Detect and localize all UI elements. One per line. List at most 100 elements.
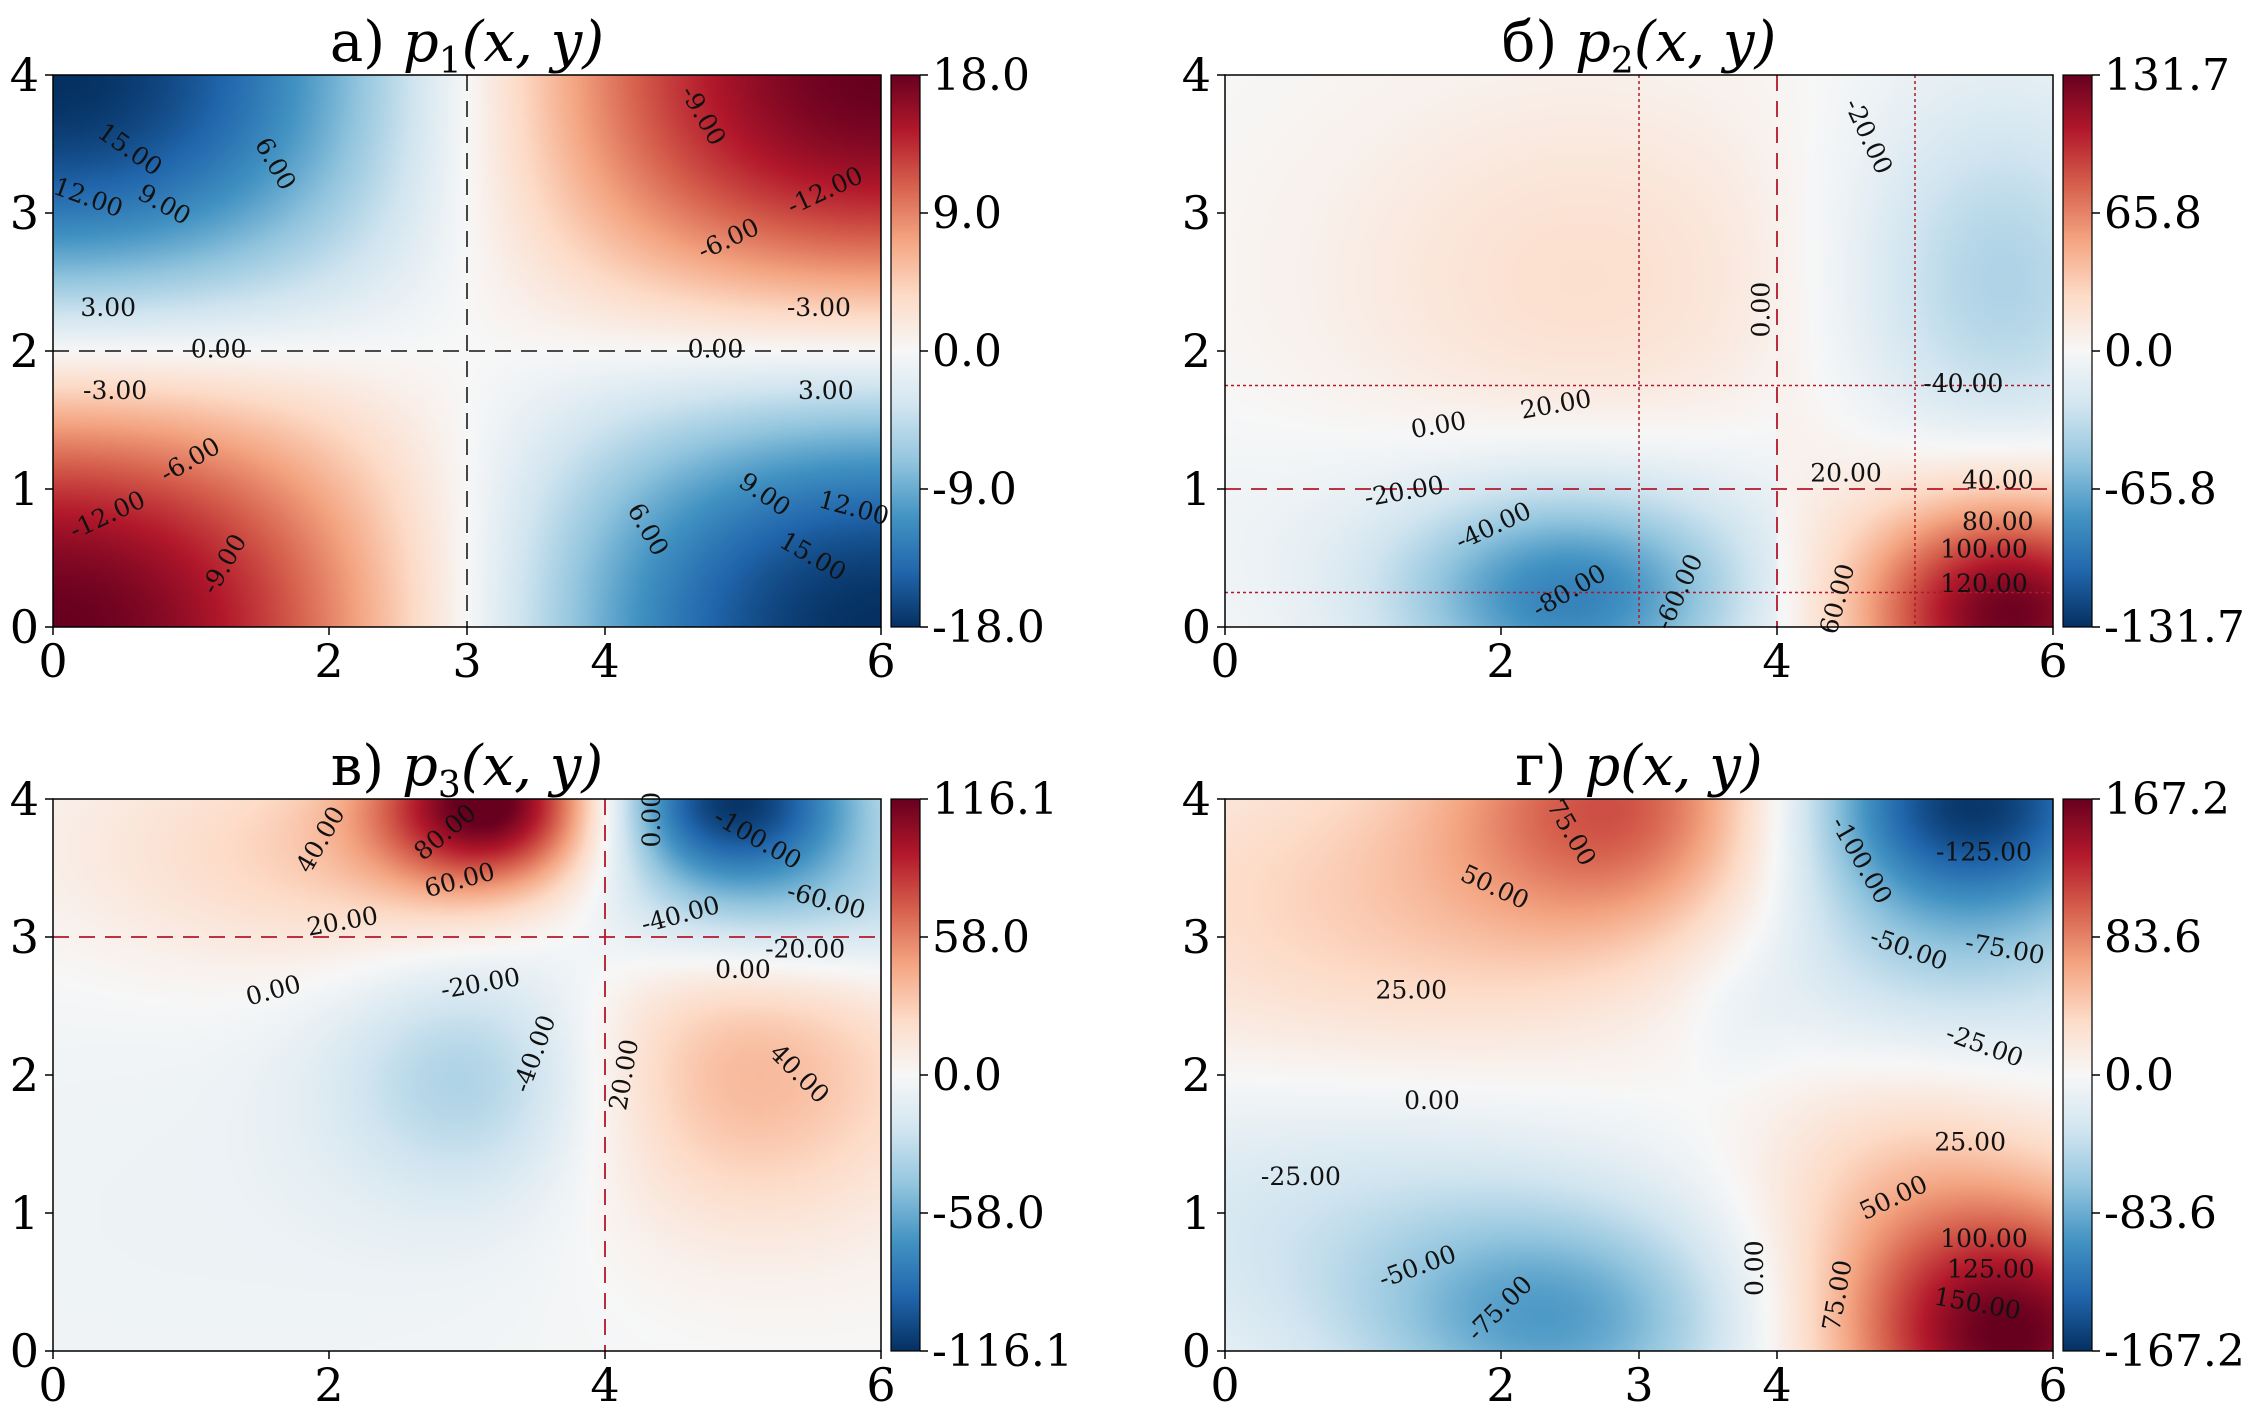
colorbar-tick-label: 58.0 <box>932 912 1030 963</box>
contour-label: 3.00 <box>798 376 854 405</box>
x-tick-label: 6 <box>2038 634 2067 688</box>
x-tick-label: 6 <box>866 1358 895 1412</box>
contour-label: 0.00 <box>191 335 247 364</box>
title-subscript: 1 <box>439 41 462 82</box>
colorbar-tick-label: 0.0 <box>2104 326 2174 377</box>
contour-label: 100.00 <box>1940 1224 2027 1253</box>
panel-title: а) p1(x, y) <box>330 10 604 82</box>
contour-label: -40.00 <box>1923 369 2003 398</box>
contour-label: 120.00 <box>1940 569 2027 598</box>
y-tick-label: 2 <box>10 1048 39 1102</box>
contour-label: -25.00 <box>1261 1162 1341 1191</box>
colorbar-tick-label: -58.0 <box>932 1188 1045 1239</box>
title-subscript: 3 <box>438 765 461 806</box>
title-prefix: г) <box>1515 734 1584 799</box>
heatmap-image <box>1225 799 2053 1351</box>
contour-label: 0.00 <box>1404 1086 1460 1115</box>
contour-label: 125.00 <box>1947 1254 2034 1283</box>
panel-4: 75.0050.0025.000.00-25.00-50.00-75.000.0… <box>1182 734 2242 1412</box>
x-tick-label: 0 <box>38 634 67 688</box>
colorbar-tick-label: -116.1 <box>932 1326 1073 1377</box>
colorbar-tick-label: 0.0 <box>932 1050 1002 1101</box>
x-tick-label: 0 <box>38 1358 67 1412</box>
y-tick-label: 4 <box>10 772 39 826</box>
title-function: p <box>403 10 439 75</box>
y-tick-label: 3 <box>10 186 39 240</box>
contour-label: 0.00 <box>688 335 744 364</box>
contour-label: 0.00 <box>637 792 666 848</box>
title-prefix: в) <box>331 734 402 799</box>
x-tick-label: 2 <box>314 1358 343 1412</box>
y-tick-label: 4 <box>10 48 39 102</box>
heatmap-image <box>53 799 881 1351</box>
x-tick-label: 3 <box>452 634 481 688</box>
x-tick-label: 0 <box>1210 634 1239 688</box>
x-tick-label: 4 <box>590 634 619 688</box>
y-tick-label: 1 <box>10 1186 39 1240</box>
colorbar-tick-label: 83.6 <box>2104 912 2202 963</box>
title-args: (x, y) <box>1634 10 1777 75</box>
colorbar: 18.0 9.0 0.0 -9.0 -18.0 <box>890 50 1045 653</box>
y-tick-label: 3 <box>1182 910 1211 964</box>
title-prefix: а) <box>330 10 403 75</box>
colorbar-tick-label: 0.0 <box>932 326 1002 377</box>
x-tick-label: 6 <box>866 634 895 688</box>
x-tick-label: 3 <box>1624 1358 1653 1412</box>
contour-label: 3.00 <box>80 293 136 322</box>
contour-label: -20.00 <box>765 934 845 963</box>
contour-label: -125.00 <box>1936 838 2032 867</box>
contour-label: 25.00 <box>1376 976 1448 1005</box>
colorbar-tick-label: -83.6 <box>2104 1188 2217 1239</box>
y-tick-label: 0 <box>10 600 39 654</box>
y-tick-label: 3 <box>10 910 39 964</box>
colorbar: 116.1 58.0 0.0 -58.0 -116.1 <box>890 774 1073 1377</box>
colorbar-tick-label: 167.2 <box>2104 774 2230 825</box>
x-tick-label: 2 <box>1486 1358 1515 1412</box>
y-tick-label: 1 <box>10 462 39 516</box>
contour-label: 40.00 <box>1962 466 2034 495</box>
y-tick-label: 1 <box>1182 1186 1211 1240</box>
y-tick-label: 2 <box>1182 1048 1211 1102</box>
contour-label: 25.00 <box>1934 1128 2006 1157</box>
panel-title: г) p(x, y) <box>1515 734 1762 799</box>
colorbar-tick-label: -167.2 <box>2104 1326 2242 1377</box>
colorbar-tick-label: -18.0 <box>932 602 1045 653</box>
y-tick-label: 0 <box>1182 600 1211 654</box>
contour-label: 80.00 <box>1962 507 2034 536</box>
y-tick-label: 2 <box>1182 324 1211 378</box>
colorbar-gradient <box>890 74 921 628</box>
title-subscript: 2 <box>1611 41 1634 82</box>
y-tick-label: 0 <box>1182 1324 1211 1378</box>
y-tick-label: 3 <box>1182 186 1211 240</box>
contour-label: 0.00 <box>715 955 771 984</box>
colorbar-tick-label: -65.8 <box>2104 464 2217 515</box>
colorbar-tick-label: 18.0 <box>932 50 1030 101</box>
panel-title: б) p2(x, y) <box>1502 10 1777 82</box>
x-tick-label: 2 <box>314 634 343 688</box>
colorbar-tick-label: -131.7 <box>2104 602 2242 653</box>
x-tick-label: 2 <box>1486 634 1515 688</box>
x-tick-label: 0 <box>1210 1358 1239 1412</box>
title-args: (x, y) <box>461 734 604 799</box>
colorbar-tick-label: -9.0 <box>932 464 1017 515</box>
contour-label: -3.00 <box>787 293 851 322</box>
x-tick-label: 4 <box>1762 634 1791 688</box>
title-function: p <box>1575 10 1611 75</box>
colorbar-tick-label: 116.1 <box>932 774 1058 825</box>
colorbar-gradient <box>2062 798 2093 1352</box>
colorbar-tick-label: 9.0 <box>932 188 1002 239</box>
contour-label: 0.00 <box>1747 282 1776 338</box>
contour-label: 20.00 <box>1810 459 1882 488</box>
title-function: p <box>402 734 438 799</box>
contour-label: 100.00 <box>1940 535 2027 564</box>
colorbar-gradient <box>890 798 921 1352</box>
contour-label: 0.00 <box>1740 1240 1769 1296</box>
title-args: (x, y) <box>1620 734 1763 799</box>
colorbar: 167.2 83.6 0.0 -83.6 -167.2 <box>2062 774 2242 1377</box>
y-tick-label: 2 <box>10 324 39 378</box>
title-args: (x, y) <box>462 10 605 75</box>
x-tick-label: 4 <box>1762 1358 1791 1412</box>
